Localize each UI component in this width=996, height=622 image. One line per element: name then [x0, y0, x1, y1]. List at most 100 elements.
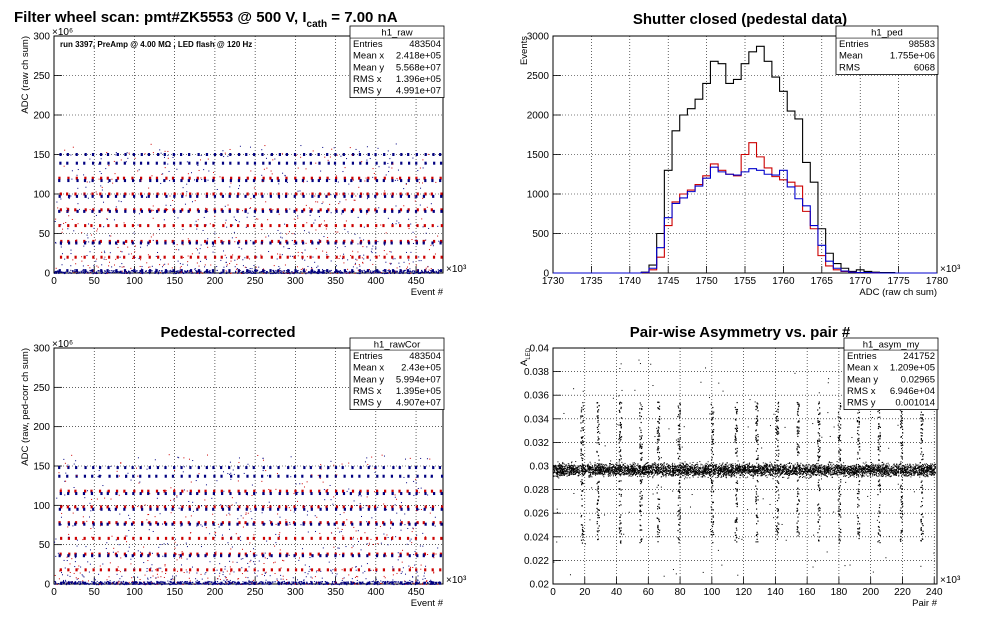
data-point	[253, 521, 256, 525]
data-point	[213, 554, 216, 558]
data-point	[84, 497, 86, 499]
x-tick-label: 450	[408, 587, 425, 598]
data-point	[162, 581, 164, 583]
data-point	[317, 242, 319, 244]
data-point	[117, 271, 119, 273]
data-point	[319, 536, 322, 540]
data-point	[149, 505, 152, 509]
data-point	[368, 505, 371, 509]
data-point	[321, 272, 323, 274]
data-point	[115, 206, 117, 208]
data-point	[184, 581, 187, 583]
data-point	[171, 582, 174, 584]
data-point	[435, 553, 437, 555]
data-point	[358, 176, 361, 180]
data-point	[199, 159, 201, 161]
data-point	[181, 564, 183, 566]
data-point	[213, 505, 216, 509]
stats-value: 98583	[909, 39, 935, 50]
data-point	[101, 583, 104, 585]
data-point	[196, 208, 200, 212]
data-point	[407, 527, 409, 529]
data-point	[323, 272, 325, 274]
stats-label: Mean y	[353, 62, 384, 73]
x-tick-label: 20	[579, 587, 591, 598]
data-point	[423, 575, 425, 577]
data-point	[881, 473, 883, 475]
data-point	[604, 467, 606, 469]
data-point	[414, 522, 417, 526]
data-point	[401, 561, 403, 563]
data-point	[347, 259, 349, 261]
data-point	[57, 270, 59, 272]
data-point	[75, 153, 78, 156]
data-point	[396, 512, 398, 514]
data-point	[98, 554, 101, 558]
data-point	[178, 457, 180, 459]
data-point	[307, 510, 309, 512]
data-point	[335, 575, 337, 577]
data-point	[326, 583, 328, 585]
data-point	[295, 508, 297, 510]
data-point	[429, 583, 431, 586]
data-point	[400, 572, 402, 574]
data-point	[245, 267, 247, 269]
data-point	[416, 179, 419, 183]
data-point	[334, 489, 338, 493]
data-point	[333, 583, 335, 585]
data-point	[319, 466, 322, 470]
data-point	[114, 271, 116, 274]
data-point	[293, 272, 295, 275]
data-point	[241, 248, 243, 250]
data-point	[399, 208, 403, 212]
data-point	[654, 472, 656, 474]
data-point	[130, 563, 132, 565]
data-point	[290, 583, 293, 586]
data-point	[387, 583, 389, 585]
data-point	[356, 575, 358, 577]
data-point	[343, 581, 347, 585]
data-point	[249, 272, 251, 274]
data-point	[273, 272, 275, 274]
data-point	[84, 489, 87, 493]
data-point	[327, 192, 330, 196]
data-point	[228, 512, 230, 514]
data-point	[132, 576, 134, 578]
data-point	[246, 216, 248, 218]
data-point	[301, 209, 304, 213]
data-point	[197, 269, 199, 271]
data-point	[107, 552, 110, 556]
data-point	[427, 153, 429, 155]
data-point	[239, 570, 241, 572]
data-point	[563, 472, 565, 474]
data-point	[408, 466, 411, 470]
data-point	[183, 466, 185, 468]
data-point	[277, 179, 280, 183]
data-point	[147, 492, 150, 496]
data-point	[342, 161, 345, 165]
data-point	[434, 272, 436, 274]
data-point	[237, 518, 239, 520]
data-point	[71, 558, 73, 560]
data-point	[180, 272, 182, 274]
data-point	[194, 268, 196, 270]
data-point	[396, 177, 398, 179]
data-point	[118, 271, 121, 273]
data-point	[60, 244, 62, 246]
data-point	[188, 505, 191, 509]
data-point	[237, 268, 239, 270]
data-point	[137, 550, 139, 552]
data-point	[228, 507, 231, 511]
data-point	[265, 470, 267, 472]
data-point	[62, 228, 64, 230]
data-point	[163, 208, 165, 210]
data-point	[315, 248, 317, 250]
data-point	[134, 271, 137, 273]
data-point	[89, 269, 91, 272]
stats-value: 1.395e+05	[396, 386, 441, 397]
data-point	[66, 255, 69, 259]
data-point	[261, 581, 264, 585]
data-point	[66, 556, 68, 558]
data-point	[155, 474, 158, 478]
data-point	[104, 256, 106, 258]
